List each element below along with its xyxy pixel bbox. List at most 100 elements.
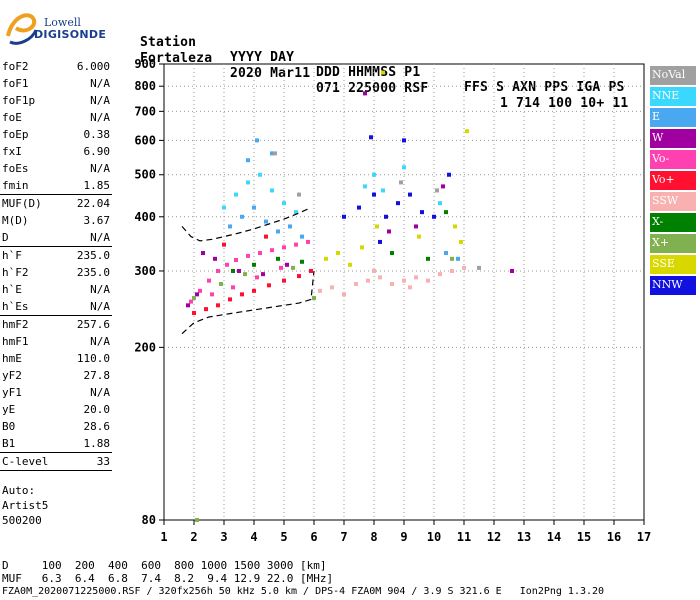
x-tick-label: 10 (427, 530, 441, 544)
data-point (252, 205, 256, 210)
data-point (195, 518, 199, 522)
param-name: D (2, 231, 9, 244)
data-point (348, 262, 352, 267)
data-point (213, 256, 217, 261)
param-value: N/A (90, 300, 110, 313)
data-point (267, 283, 271, 288)
data-point (372, 268, 376, 273)
header-cell: Station (140, 35, 197, 50)
data-point (369, 135, 373, 140)
data-point (270, 151, 274, 156)
data-point (222, 205, 226, 210)
data-point (330, 285, 334, 290)
param-row: yE 20.0 (0, 401, 112, 418)
data-point (378, 239, 382, 244)
profile-curve (181, 270, 315, 335)
param-row: h`F2 235.0 (0, 264, 112, 281)
header-row1: Station YYYY DAY DDD HHMMSS P1 FFS S AXN… (140, 20, 624, 95)
param-value: N/A (90, 231, 110, 244)
param-value: 6.000 (76, 60, 110, 73)
y-tick-label: 800 (134, 79, 156, 93)
data-point (207, 278, 211, 283)
param-row: M(D) 3.67 (0, 212, 112, 229)
data-point (294, 242, 298, 247)
data-point (414, 275, 418, 280)
data-point (402, 278, 406, 283)
param-row: foEp 0.38 (0, 126, 112, 143)
data-point (399, 180, 403, 185)
data-point (372, 172, 376, 177)
data-point (378, 275, 382, 280)
data-point (246, 180, 250, 185)
param-row: foF2 6.000 (0, 58, 112, 75)
data-point (447, 172, 451, 177)
data-point (198, 288, 202, 293)
param-name: h`Es (2, 300, 29, 313)
param-row: yF1 N/A (0, 384, 112, 401)
x-tick-label: 14 (547, 530, 561, 544)
data-point (276, 256, 280, 261)
param-name: fxI (2, 145, 22, 158)
param-name: foF1p (2, 94, 36, 107)
data-point (252, 262, 256, 267)
legend-item: NNW (650, 276, 696, 295)
data-point (228, 224, 232, 229)
header-row2: Fortaleza 2020 Mar11 071 225000 RSF 1 71… (140, 36, 628, 111)
data-point (417, 234, 421, 239)
param-row: foF1 N/A (0, 75, 112, 92)
param-separator (0, 194, 112, 195)
data-point (189, 299, 193, 304)
data-point (420, 210, 424, 215)
param-row: h`F 235.0 (0, 247, 112, 264)
param-value: 1.85 (83, 179, 111, 192)
data-point (363, 184, 367, 189)
data-point (210, 292, 214, 297)
data-point (273, 151, 277, 156)
param-value: 6.90 (83, 145, 111, 158)
param-row: foF1p N/A (0, 92, 112, 109)
param-row: hmF1 N/A (0, 333, 112, 350)
data-point (459, 239, 463, 244)
data-point (381, 70, 385, 75)
param-value: N/A (90, 77, 110, 90)
data-point (240, 292, 244, 297)
data-point (384, 214, 388, 219)
param-name: foEp (2, 128, 29, 141)
data-point (291, 265, 295, 270)
data-point (222, 242, 226, 247)
x-tick-label: 5 (280, 530, 287, 544)
header-cell: 071 225000 RSF (316, 81, 429, 96)
legend-item: E (650, 108, 696, 127)
data-point (456, 256, 460, 261)
param-name: h`F (2, 249, 22, 262)
param-row: foE N/A (0, 109, 112, 126)
param-name: hmF2 (2, 318, 29, 331)
legend-item: NNE (650, 87, 696, 106)
param-row: B0 28.6 (0, 418, 112, 435)
x-tick-label: 12 (487, 530, 501, 544)
legend-item: W (650, 129, 696, 148)
data-point (204, 307, 208, 312)
data-point (261, 272, 265, 277)
data-point (282, 201, 286, 206)
param-name: fmin (2, 179, 29, 192)
x-tick-label: 4 (250, 530, 257, 544)
data-point (246, 158, 250, 163)
data-point (312, 295, 316, 300)
param-row: fmin 1.85 (0, 177, 112, 194)
data-point (297, 192, 301, 197)
data-point (318, 288, 322, 293)
data-point (450, 256, 454, 261)
data-point (366, 278, 370, 283)
data-point (228, 297, 232, 302)
param-value: 28.6 (83, 420, 111, 433)
param-name: h`F2 (2, 266, 29, 279)
data-point (360, 245, 364, 250)
x-tick-label: 8 (370, 530, 377, 544)
param-value: 20.0 (83, 403, 111, 416)
param-row: C-level 33 (0, 453, 112, 470)
data-point (381, 188, 385, 193)
data-point (297, 274, 301, 279)
param-name: B1 (2, 437, 16, 450)
param-name: hmE (2, 352, 22, 365)
